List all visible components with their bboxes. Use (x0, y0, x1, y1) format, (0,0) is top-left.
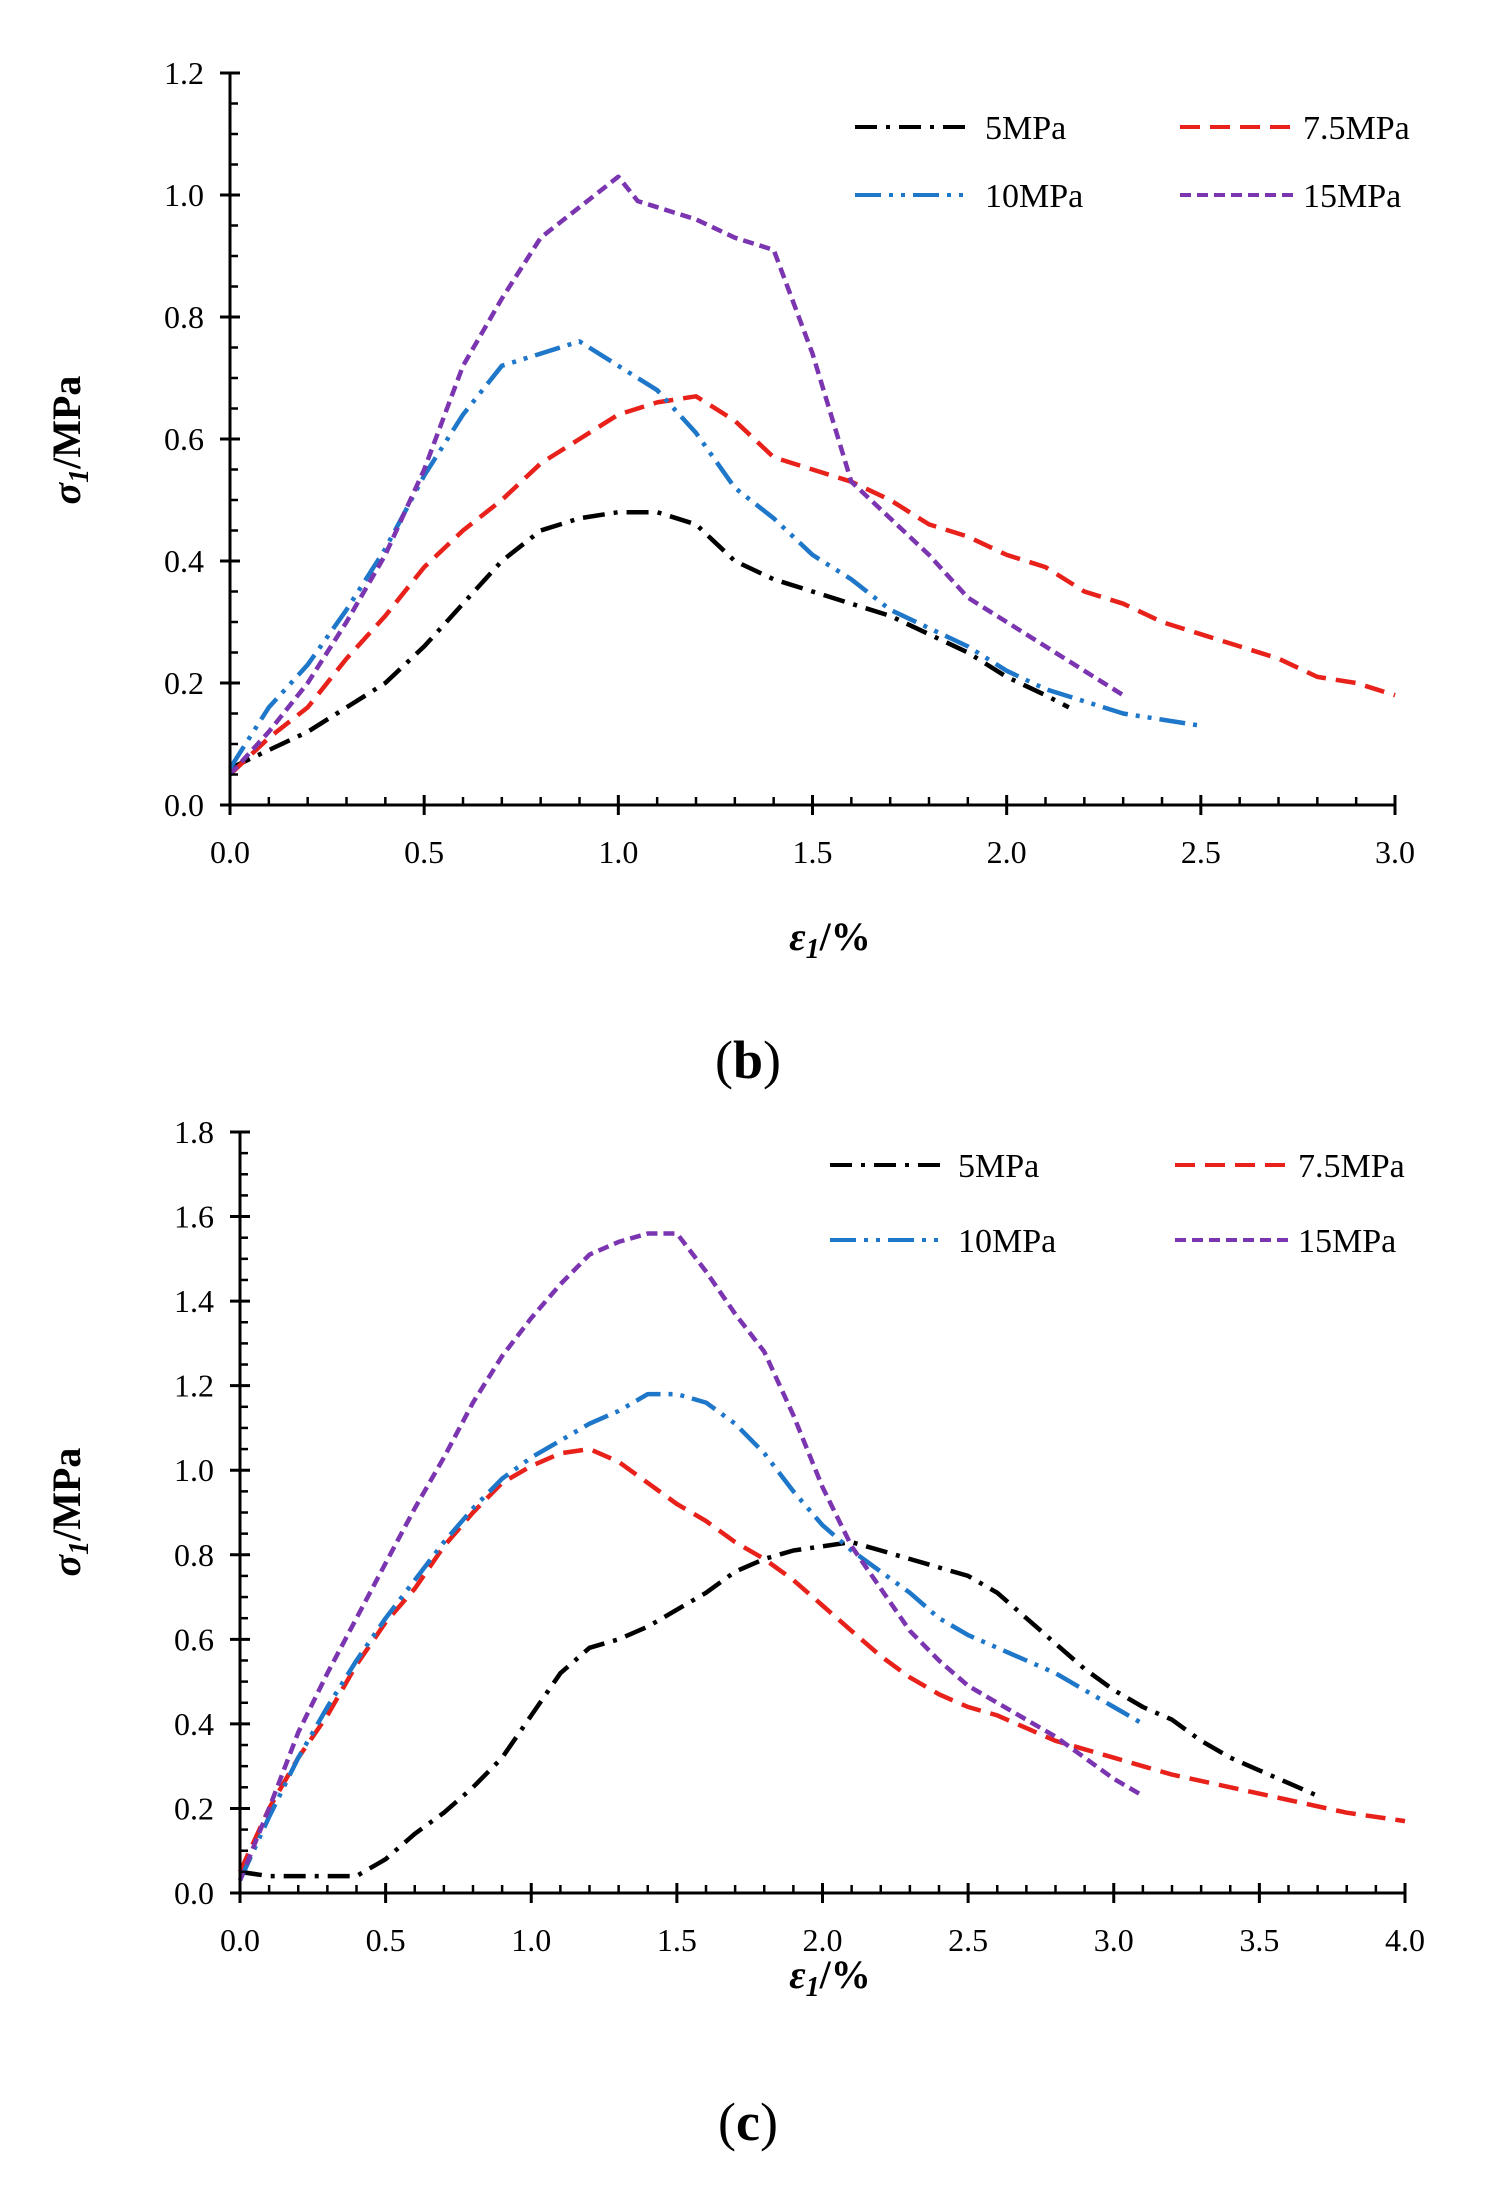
series-line-15mpa (228, 174, 1125, 777)
y-tick-label: 0.6 (174, 1621, 214, 1657)
x-tick-label: 2.5 (948, 1922, 988, 1958)
x-tick-label: 1.0 (511, 1922, 551, 1958)
x-axis-label-unit: /% (819, 914, 871, 959)
legend-entry: 5MPa (830, 1148, 1039, 1185)
panel-label-c: (c) (718, 2092, 778, 2152)
legend-label: 15MPa (1303, 178, 1401, 215)
x-axis-label-unit: /% (819, 1952, 871, 1997)
legend: 5MPa 7.5MPa 10MPa 15MPa (855, 110, 1410, 215)
axes-layer: 0.0 0.2 0.4 0.6 0.8 1.0 1.2 1.4 1.6 1.8 0.0 0.5 1.0 1… (174, 1114, 1425, 1958)
y-tick-label: 1.8 (174, 1114, 214, 1150)
y-tick-label: 0.2 (174, 1790, 214, 1826)
y-tick-label: 1.2 (174, 1368, 214, 1404)
y-tick-label: 1.0 (164, 177, 204, 213)
legend-label: 10MPa (958, 1223, 1056, 1260)
x-tick-label: 0.0 (220, 1922, 260, 1958)
chart-panel-b: 0.0 0.2 0.4 0.6 0.8 1.0 1.2 0.0 0.5 1.0 1.5 2.0 2.5 3… (44, 55, 1415, 1090)
y-axis-label-subscript: 1 (64, 469, 95, 483)
y-axis-label: σ1/MPa (44, 376, 95, 505)
series-line-7-5mpa (228, 394, 1396, 777)
series-line-10mpa (228, 339, 1202, 770)
legend-entry: 15MPa (1180, 178, 1401, 215)
chart-panel-c: 0.0 0.2 0.4 0.6 0.8 1.0 1.2 1.4 1.6 1.8 0.0 0.5 1.0 1… (44, 1114, 1425, 2152)
x-tick-label: 0.5 (366, 1922, 406, 1958)
legend: 5MPa 7.5MPa 10MPa 15MPa (830, 1148, 1405, 1260)
x-tick-label: 0.0 (210, 834, 250, 870)
x-tick-label: 1.5 (793, 834, 833, 870)
legend-label: 5MPa (985, 110, 1066, 147)
series-line-5mpa (239, 1539, 1319, 1879)
axes-layer: 0.0 0.2 0.4 0.6 0.8 1.0 1.2 0.0 0.5 1.0 1.5 2.0 2.5 3… (164, 55, 1415, 870)
x-tick-label: 1.5 (657, 1922, 697, 1958)
legend-label: 7.5MPa (1303, 110, 1410, 147)
y-tick-label: 1.2 (164, 55, 204, 91)
series-line-7-5mpa (237, 1446, 1406, 1873)
legend-label: 15MPa (1298, 1223, 1396, 1260)
legend-label: 7.5MPa (1298, 1148, 1405, 1185)
series-layer (228, 174, 1396, 777)
x-tick-label: 3.5 (1239, 1922, 1279, 1958)
y-axis-label-unit: /MPa (44, 376, 89, 470)
y-tick-label: 0.4 (164, 543, 204, 579)
legend-entry: 10MPa (855, 178, 1083, 215)
y-axis-label: σ1/MPa (44, 1448, 95, 1577)
y-tick-label: 1.4 (174, 1283, 214, 1319)
series-layer (237, 1231, 1406, 1882)
legend-entry: 15MPa (1175, 1223, 1396, 1260)
x-tick-label: 4.0 (1385, 1922, 1425, 1958)
y-tick-label: 0.0 (164, 787, 204, 823)
series-line-15mpa (237, 1231, 1145, 1882)
y-tick-label: 0.2 (164, 665, 204, 701)
x-tick-label: 2.0 (803, 1922, 843, 1958)
x-axis-label-subscript: 1 (806, 1972, 820, 2003)
legend-label: 5MPa (958, 1148, 1039, 1185)
y-tick-label: 1.6 (174, 1199, 214, 1235)
x-tick-label: 3.0 (1094, 1922, 1134, 1958)
legend-entry: 10MPa (830, 1223, 1056, 1260)
legend-entry: 7.5MPa (1175, 1148, 1405, 1185)
series-line-10mpa (237, 1391, 1145, 1882)
y-tick-label: 0.0 (174, 1875, 214, 1911)
x-tick-label: 2.0 (987, 834, 1027, 870)
y-axis-label-unit: /MPa (44, 1448, 89, 1542)
y-tick-label: 0.6 (164, 421, 204, 457)
x-axis-label: ε1/% (789, 1952, 871, 2003)
x-axis-label-subscript: 1 (806, 934, 820, 965)
x-tick-label: 3.0 (1375, 834, 1415, 870)
panel-label-b: (b) (715, 1030, 781, 1090)
y-tick-label: 0.8 (164, 299, 204, 335)
y-tick-label: 0.4 (174, 1706, 214, 1742)
legend-label: 10MPa (985, 178, 1083, 215)
y-tick-label: 1.0 (174, 1452, 214, 1488)
legend-entry: 7.5MPa (1180, 110, 1410, 147)
x-tick-label: 2.5 (1181, 834, 1221, 870)
legend-entry: 5MPa (855, 110, 1066, 147)
y-axis-label-subscript: 1 (64, 1541, 95, 1555)
x-axis-label: ε1/% (789, 914, 871, 965)
x-tick-label: 0.5 (404, 834, 444, 870)
series-line-5mpa (229, 509, 1070, 771)
x-tick-label: 1.0 (598, 834, 638, 870)
y-tick-label: 0.8 (174, 1537, 214, 1573)
